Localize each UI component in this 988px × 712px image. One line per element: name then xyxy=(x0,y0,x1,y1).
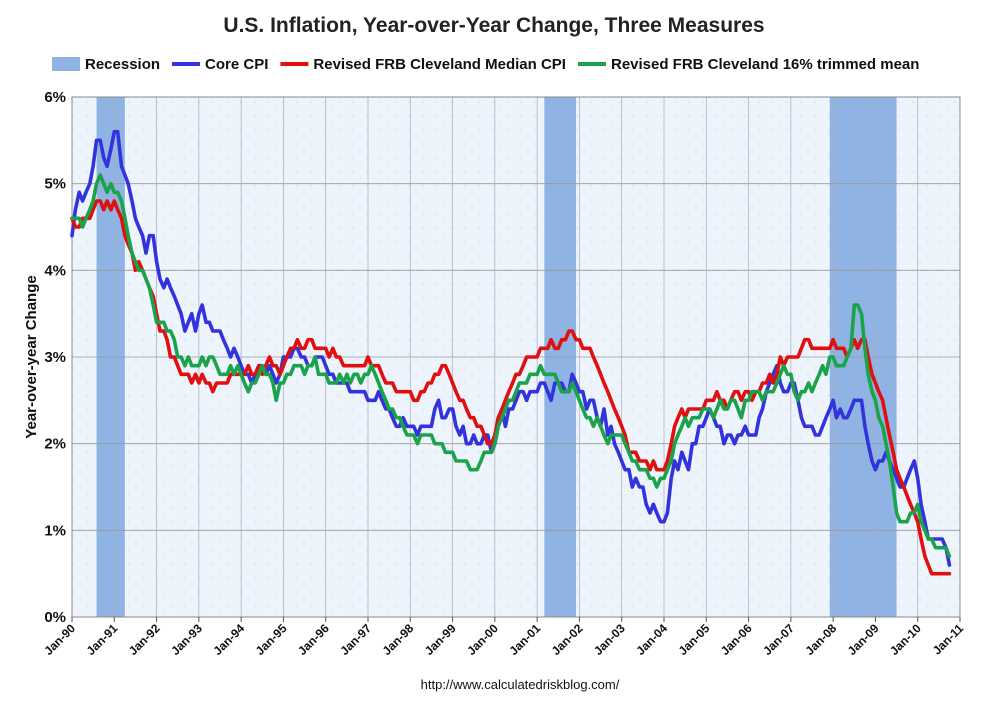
y-tick-label: 1% xyxy=(44,522,66,539)
y-tick-label: 4% xyxy=(44,262,66,279)
legend-item-0: Recession xyxy=(52,56,160,73)
series-line-2 xyxy=(70,173,952,559)
legend-swatch xyxy=(52,57,80,71)
legend-label: Revised FRB Cleveland 16% trimmed mean xyxy=(611,56,919,73)
x-tick-label: Jan-01 xyxy=(506,621,543,658)
x-tick-label: Jan-95 xyxy=(253,621,290,658)
y-axis-ticks: 0% 1% 2% 3% 4% 5% 6% xyxy=(44,89,66,626)
series-lines xyxy=(70,129,952,576)
x-tick-label: Jan-03 xyxy=(591,621,628,658)
x-tick-label: Jan-10 xyxy=(887,621,924,658)
x-tick-label: Jan-97 xyxy=(337,621,374,658)
legend-item-2: Revised FRB Cleveland Median CPI xyxy=(280,56,566,73)
y-tick-label: 3% xyxy=(44,349,66,366)
x-tick-label: Jan-93 xyxy=(168,621,205,658)
x-tick-label: Jan-99 xyxy=(422,621,459,658)
x-tick-label: Jan-02 xyxy=(549,621,586,658)
source-url: http://www.calculatedriskblog.com/ xyxy=(421,677,620,692)
x-tick-label: Jan-90 xyxy=(41,621,78,658)
x-tick-label: Jan-91 xyxy=(84,621,121,658)
x-tick-label: Jan-08 xyxy=(802,621,839,658)
x-tick-label: Jan-07 xyxy=(760,621,797,658)
legend-label: Revised FRB Cleveland Median CPI xyxy=(313,56,566,73)
x-tick-label: Jan-04 xyxy=(633,621,670,658)
legend: Recession Core CPI Revised FRB Cleveland M… xyxy=(52,56,919,73)
legend-label: Recession xyxy=(85,56,160,73)
x-tick-label: Jan-09 xyxy=(845,621,882,658)
legend-item-1: Core CPI xyxy=(172,56,268,73)
y-tick-label: 2% xyxy=(44,436,66,453)
series-line-0 xyxy=(70,129,952,567)
x-tick-label: Jan-06 xyxy=(718,621,755,658)
x-axis-ticks: Jan-90 Jan-91 Jan-92 Jan-93 Jan-94 Jan-95 Jan-… xyxy=(41,617,966,658)
legend-item-3: Revised FRB Cleveland 16% trimmed mean xyxy=(577,56,919,73)
x-tick-label: Jan-11 xyxy=(930,621,967,658)
x-tick-label: Jan-98 xyxy=(380,621,417,658)
x-tick-label: Jan-00 xyxy=(464,621,501,658)
plot-border xyxy=(71,96,961,618)
y-tick-label: 5% xyxy=(44,176,66,193)
x-tick-label: Jan-05 xyxy=(676,621,713,658)
chart-title: U.S. Inflation, Year-over-Year Change, T… xyxy=(223,14,764,37)
legend-label: Core CPI xyxy=(205,56,268,73)
y-axis-label: Year-over-year Change xyxy=(23,275,40,438)
y-tick-label: 6% xyxy=(44,89,66,106)
x-tick-label: Jan-94 xyxy=(210,621,247,658)
x-tick-label: Jan-96 xyxy=(295,621,332,658)
series-line-1 xyxy=(70,199,952,576)
y-tick-label: 0% xyxy=(44,609,66,626)
x-tick-label: Jan-92 xyxy=(126,621,163,658)
